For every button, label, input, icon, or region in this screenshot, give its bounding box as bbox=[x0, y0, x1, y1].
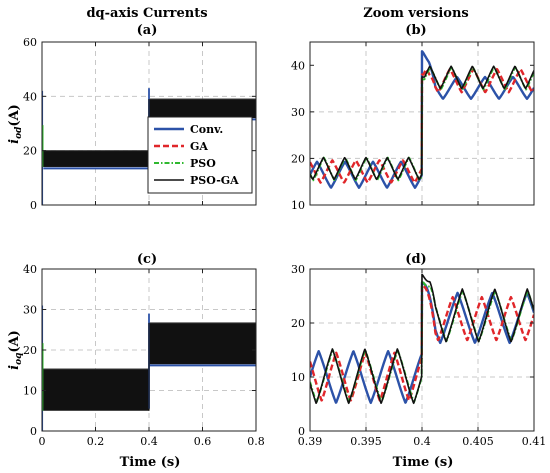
panel-c-ytick-label-3: 30 bbox=[23, 304, 37, 317]
legend-label-conv: Conv. bbox=[190, 123, 223, 136]
panel-a-ytick-label-2: 40 bbox=[23, 90, 37, 103]
panel-c-xtick-label-2: 0.4 bbox=[140, 435, 158, 448]
panel-d-series-psoga bbox=[310, 273, 534, 405]
panel-d-ytick-label-3: 30 bbox=[291, 263, 305, 276]
right-column-heading: Zoom versions bbox=[363, 6, 469, 21]
panel-c-ylabel-unit: (A) bbox=[7, 330, 22, 352]
panel-b-ytick-label-0: 10 bbox=[291, 199, 305, 212]
panel-a-ytick-label-0: 0 bbox=[30, 199, 37, 212]
legend: Conv. GA PSO PSO-GA bbox=[147, 116, 253, 194]
panel-d-xtick-label-1: 0.395 bbox=[350, 435, 382, 448]
panel-c-xtick-label-1: 0.2 bbox=[87, 435, 105, 448]
panel-c-ripple-band-1 bbox=[149, 322, 256, 365]
panel-c-label: (c) bbox=[137, 252, 157, 267]
panel-c-xlabel: Time (s) bbox=[120, 455, 181, 470]
panel-a-ylabel-unit: (A) bbox=[7, 104, 22, 126]
panel-d-xlabel: Time (s) bbox=[393, 455, 454, 470]
panel-d-ytick-label-0: 0 bbox=[298, 425, 305, 438]
panel-b-series-conv bbox=[310, 50, 534, 189]
panel-c-ytick-label-4: 40 bbox=[23, 263, 37, 276]
panel-a-plot: 0 20 40 60 Conv. GA PSO PSO-GA bbox=[23, 36, 257, 212]
panel-b: (b) 10 20 30 40 bbox=[291, 23, 535, 212]
panel-a: (a) iod(A) 0 20 40 60 Conv. GA PSO PSO-GA bbox=[7, 23, 257, 212]
panel-c-ylabel: ioq(A) bbox=[7, 330, 24, 370]
panel-b-label: (b) bbox=[405, 23, 426, 38]
panel-c-ytick-label-2: 20 bbox=[23, 344, 37, 357]
panel-b-series-psoga bbox=[310, 65, 534, 181]
panel-c-ripple-band-0 bbox=[43, 369, 149, 411]
panel-c-xtick-label-0: 0 bbox=[39, 435, 46, 448]
panel-c-xtick-label-4: 0.8 bbox=[247, 435, 265, 448]
panel-a-ripple-band-0 bbox=[43, 150, 149, 167]
panel-b-ytick-label-1: 20 bbox=[291, 152, 305, 165]
panel-d-plot: 0.39 0.395 0.4 0.405 0.41 0 10 20 30 bbox=[291, 263, 546, 448]
panel-c: (c) ioq(A) Time (s) 0 0.2 0.4 0.6 0.8 0 10 20 30… bbox=[7, 252, 265, 470]
panel-d-series-ga bbox=[310, 284, 534, 402]
panel-c-xtick-label-3: 0.6 bbox=[194, 435, 212, 448]
panel-d-xtick-label-2: 0.4 bbox=[413, 435, 431, 448]
panel-d-ytick-label-1: 10 bbox=[291, 371, 305, 384]
panel-a-ylabel-main: i bbox=[7, 139, 22, 144]
legend-label-psoga: PSO-GA bbox=[190, 174, 239, 187]
panel-a-ripple-band-1 bbox=[149, 99, 256, 119]
panel-b-ytick-label-2: 30 bbox=[291, 106, 305, 119]
panel-b-ytick-label-3: 40 bbox=[291, 59, 305, 72]
legend-label-ga: GA bbox=[190, 140, 208, 153]
left-column-heading: dq-axis Currents bbox=[86, 6, 207, 21]
panel-a-ylabel-sub: od bbox=[14, 126, 24, 139]
panel-c-ylabel-sub: oq bbox=[14, 353, 24, 365]
panel-d-xtick-label-4: 0.41 bbox=[522, 435, 547, 448]
panel-a-ytick-label-1: 20 bbox=[23, 145, 37, 158]
panel-d: (d) Time (s) 0.39 0.395 0.4 0.405 0.41 0 10 20 3… bbox=[291, 252, 546, 470]
panel-c-ylabel-main: i bbox=[7, 365, 22, 370]
panel-d-ytick-label-2: 20 bbox=[291, 317, 305, 330]
panel-a-ylabel: iod(A) bbox=[7, 104, 24, 144]
panel-b-plot: 10 20 30 40 bbox=[291, 41, 535, 212]
legend-label-pso: PSO bbox=[190, 157, 216, 170]
panel-a-ytick-label-3: 60 bbox=[23, 36, 37, 49]
panel-c-ytick-label-1: 10 bbox=[23, 385, 37, 398]
panel-d-xtick-label-3: 0.405 bbox=[462, 435, 494, 448]
panel-c-plot: 0 0.2 0.4 0.6 0.8 0 10 20 30 40 bbox=[23, 263, 265, 448]
panel-b-series-ga bbox=[310, 67, 534, 184]
panel-a-label: (a) bbox=[137, 23, 158, 38]
panel-d-label: (d) bbox=[405, 252, 426, 267]
panel-c-ytick-label-0: 0 bbox=[30, 425, 37, 438]
panel-d-xtick-label-0: 0.39 bbox=[298, 435, 323, 448]
